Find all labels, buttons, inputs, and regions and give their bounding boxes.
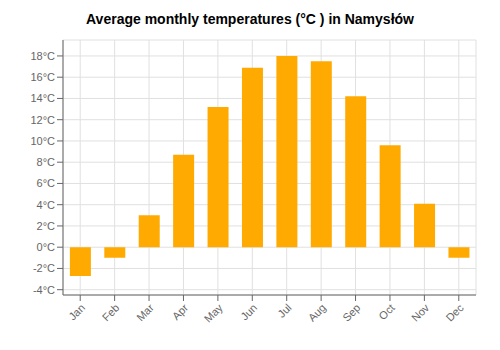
svg-text:14°C: 14°C bbox=[30, 92, 55, 104]
svg-text:8°C: 8°C bbox=[37, 156, 56, 168]
svg-text:Sep: Sep bbox=[340, 301, 362, 323]
svg-text:12°C: 12°C bbox=[30, 114, 55, 126]
svg-text:6°C: 6°C bbox=[37, 177, 56, 189]
svg-text:Apr: Apr bbox=[170, 301, 191, 322]
svg-text:Dec: Dec bbox=[443, 301, 466, 324]
svg-text:Feb: Feb bbox=[100, 301, 122, 323]
svg-text:Oct: Oct bbox=[376, 301, 397, 322]
svg-text:May: May bbox=[202, 301, 226, 325]
svg-text:Mar: Mar bbox=[134, 301, 156, 323]
svg-text:0°C: 0°C bbox=[37, 241, 56, 253]
svg-text:2°C: 2°C bbox=[37, 220, 56, 232]
svg-text:-2°C: -2°C bbox=[33, 262, 55, 274]
svg-text:Jul: Jul bbox=[275, 301, 293, 319]
svg-text:18°C: 18°C bbox=[30, 50, 55, 62]
svg-text:Jan: Jan bbox=[66, 301, 87, 322]
svg-text:4°C: 4°C bbox=[37, 199, 56, 211]
html-text:Average monthly temperatures (: Average monthly temperatures (°C ) in Na… bbox=[86, 11, 414, 27]
svg-text:-4°C: -4°C bbox=[33, 284, 55, 296]
svg-text:Nov: Nov bbox=[409, 301, 432, 324]
svg-text:10°C: 10°C bbox=[30, 135, 55, 147]
svg-text:Jun: Jun bbox=[238, 301, 259, 322]
svg-text:Aug: Aug bbox=[306, 301, 328, 323]
svg-text:16°C: 16°C bbox=[30, 71, 55, 83]
